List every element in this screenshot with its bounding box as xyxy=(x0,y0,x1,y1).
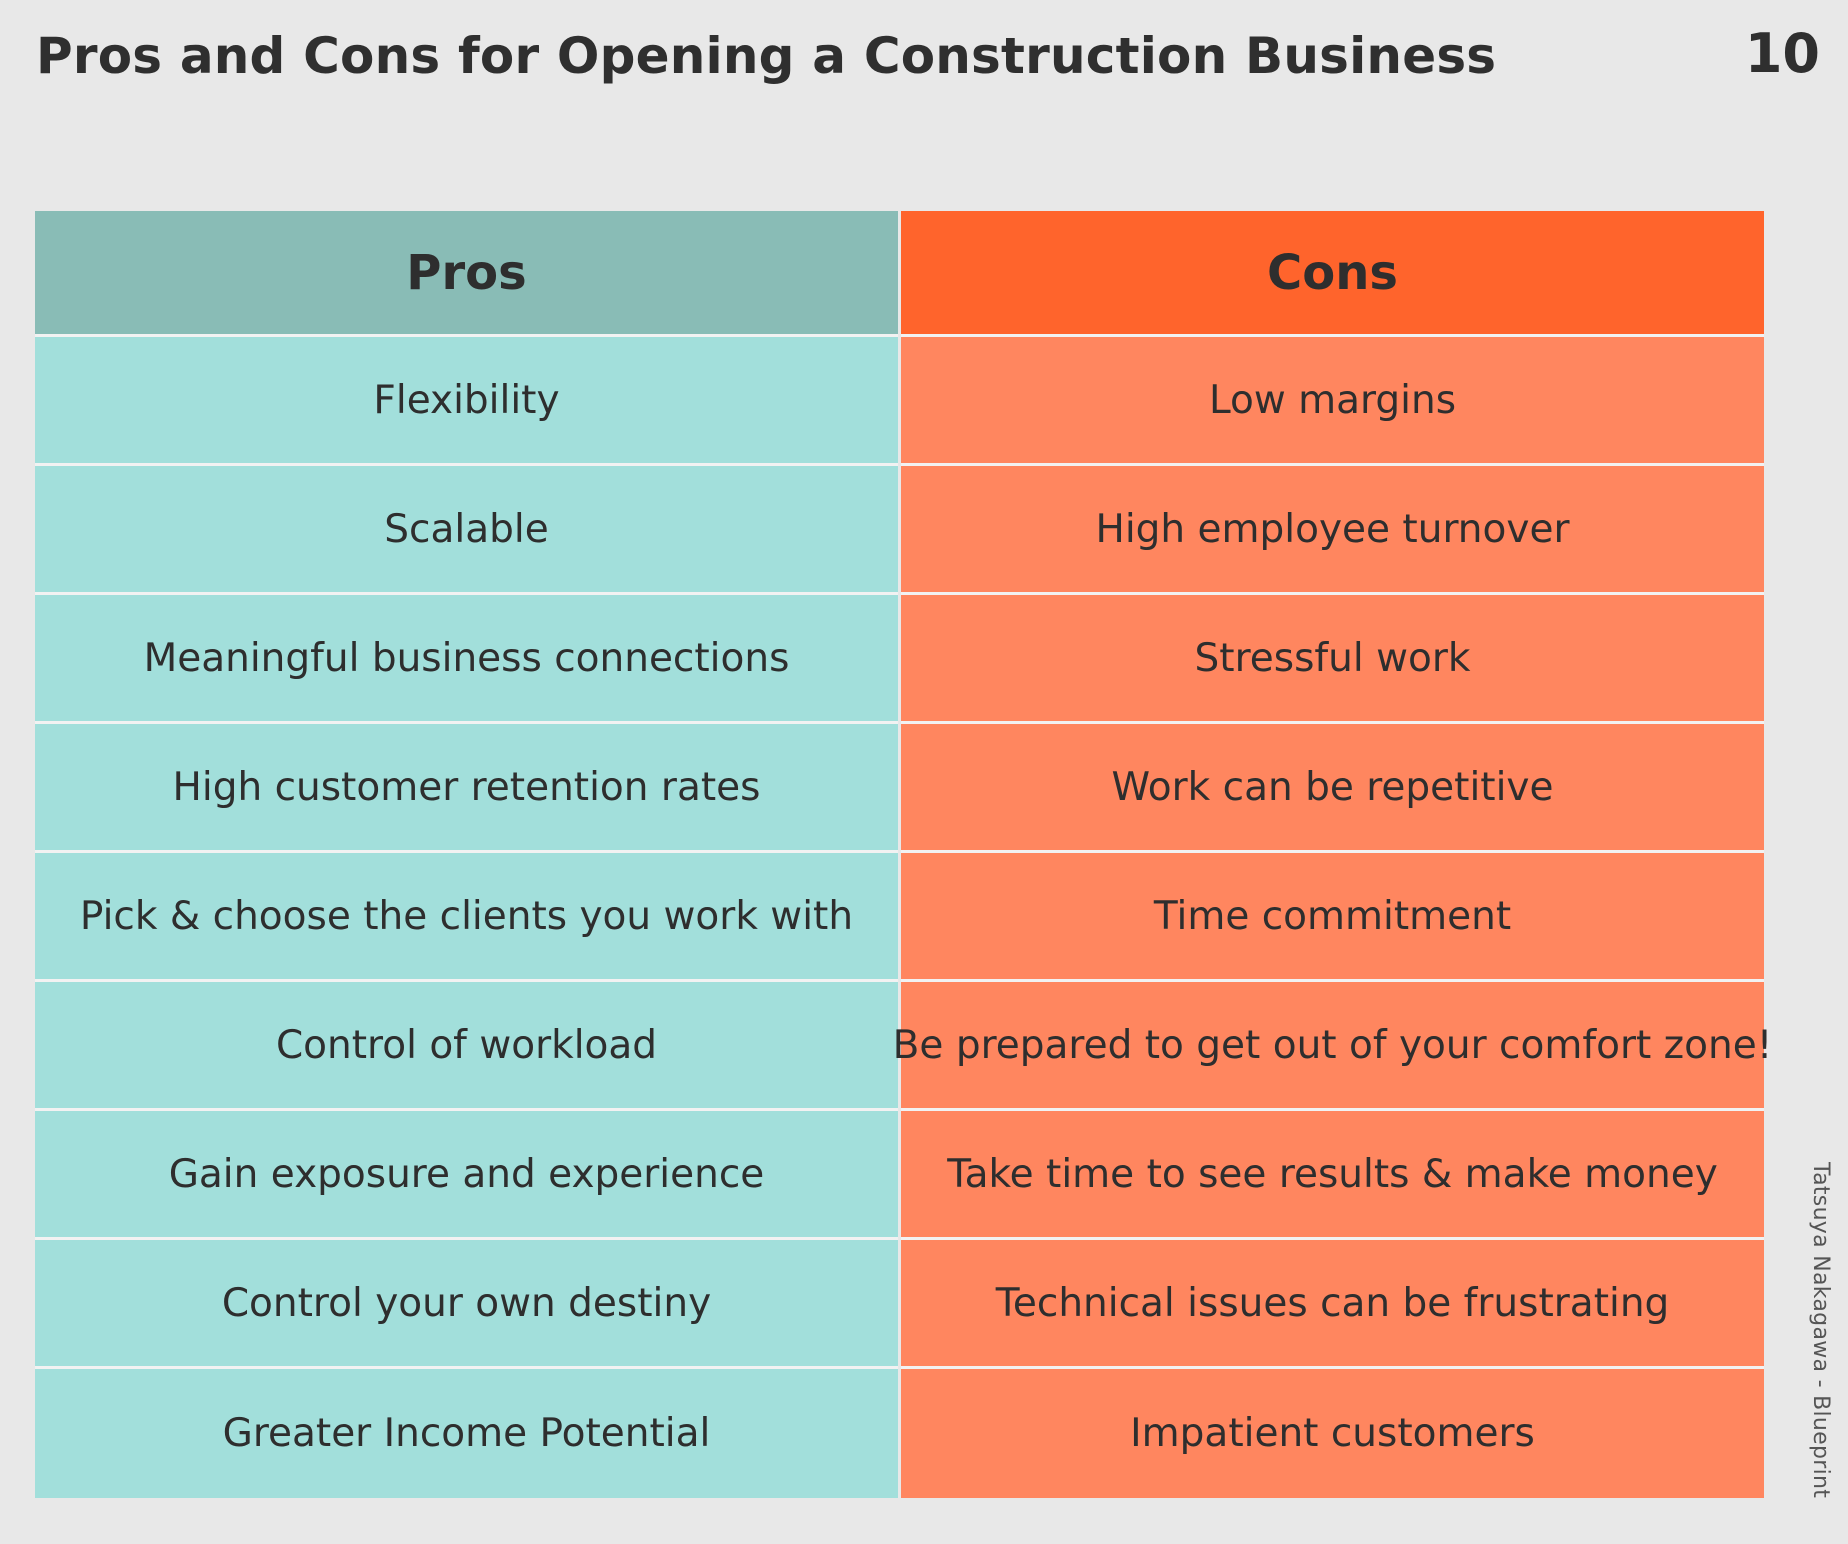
pros-cell: Scalable xyxy=(35,466,898,595)
pros-cell: Pick & choose the clients you work with xyxy=(35,853,898,982)
pros-cell: Control your own destiny xyxy=(35,1240,898,1369)
pros-cell: Flexibility xyxy=(35,337,898,466)
cons-cell: Be prepared to get out of your comfort z… xyxy=(893,982,1772,1111)
pros-cell: Gain exposure and experience xyxy=(35,1111,898,1240)
cons-cell: Technical issues can be frustrating xyxy=(901,1240,1764,1369)
cons-header: Cons xyxy=(901,211,1764,337)
cons-cell: Time commitment xyxy=(901,853,1764,982)
pros-header: Pros xyxy=(35,211,898,337)
cons-cell: Take time to see results & make money xyxy=(901,1111,1764,1240)
cons-cell: Low margins xyxy=(901,337,1764,466)
pros-cell: Meaningful business connections xyxy=(35,595,898,724)
pros-cell: High customer retention rates xyxy=(35,724,898,853)
cons-cell: High employee turnover xyxy=(901,466,1764,595)
cons-cell: Impatient customers xyxy=(901,1369,1764,1498)
page-title: Pros and Cons for Opening a Construction… xyxy=(36,27,1497,85)
pros-cell: Greater Income Potential xyxy=(35,1369,898,1498)
page-number: 10 xyxy=(1744,22,1820,85)
pros-cons-table: Pros Cons Flexibility Low margins Scalab… xyxy=(35,211,1772,1498)
cons-cell: Work can be repetitive xyxy=(901,724,1764,853)
author-credit: Tatsuya Nakagawa - Blueprint xyxy=(1808,1162,1833,1499)
pros-cell: Control of workload xyxy=(35,982,898,1111)
cons-cell: Stressful work xyxy=(901,595,1764,724)
